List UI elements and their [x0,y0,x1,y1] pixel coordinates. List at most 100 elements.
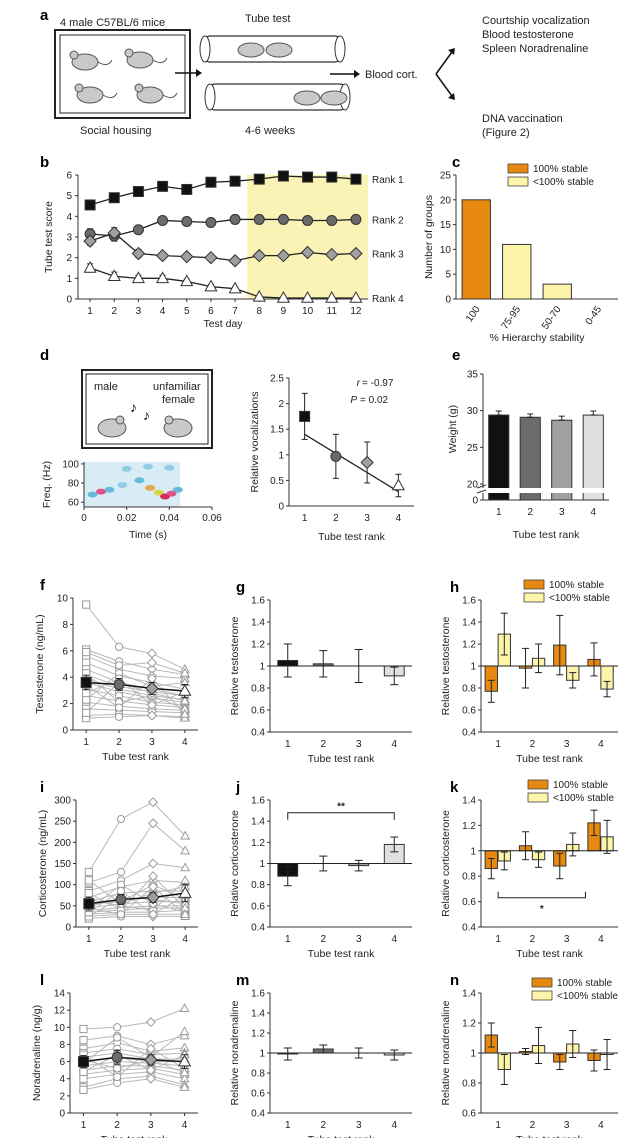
chart-f: f 0 2 4 6 8 10 Testosterone (ng/mL) Tube test ra… [34,577,198,763]
individual-line [88,822,186,884]
chart-d: 0 0.5 1 1.5 2 2.5 Relative vocalizations Tube t… [249,374,414,543]
x-axis-label: Tube test rank [318,531,385,543]
y-tick-label: 0.6 [251,1089,265,1100]
individual-point [82,600,91,609]
individual-point [79,1036,88,1045]
mean-point [144,1053,158,1067]
y-tick-label: 1 [470,1049,476,1060]
data-point [300,245,315,260]
inset-label-male: male [94,381,118,393]
individual-line [85,672,185,701]
x-tick-label: 7 [232,306,238,317]
individual-line [83,1065,185,1071]
spectrogram-energy [145,484,156,491]
x-tick-label: 4 [391,739,397,750]
individual-line [88,886,186,915]
series-label: Rank 1 [372,175,404,186]
outcome-bottom-2: (Figure 2) [482,127,530,139]
data-point [228,281,242,294]
y-tick-label: 2 [278,399,284,410]
data-point [277,170,289,182]
y-tick-label: 1.2 [462,821,476,832]
individual-line [85,655,185,680]
y-tick-label: 0.6 [251,706,265,717]
data-point [350,173,362,185]
housed-mice [69,48,178,104]
x-tick-label: 0 [81,513,87,524]
y-tick-label: 2 [66,253,72,264]
panel-g-label: g [236,579,245,596]
y-tick-label: 0.4 [251,923,265,934]
panel-l-label: l [40,972,44,989]
legend-label: <100% stable [557,991,618,1002]
x-tick-label: 3 [356,739,362,750]
spectrogram-energy [96,488,107,495]
x-axis-label: Tube test rank [516,948,583,960]
data-point [107,226,121,240]
x-tick-label: 1 [83,737,89,748]
x-tick-label: 2 [320,739,326,750]
x-tick-label: 4 [396,513,402,524]
x-tick-label: 1 [285,934,291,945]
data-point [180,274,194,287]
individual-line [83,1007,185,1030]
mouse-icon [124,48,168,69]
legend-label: <100% stable [533,177,594,188]
individual-point [146,648,157,659]
data-point [132,224,144,236]
x-axis-label: Tube test rank [513,529,580,541]
y-tick-label: 10 [54,1023,66,1034]
r-label: r [357,378,361,389]
mouse-icon [74,83,118,104]
mean-point [145,681,159,696]
data-point [157,180,169,192]
chart-i: i 0 50 100 150 200 250 300 Corticosterone (ng/mL… [37,779,198,960]
y-tick-label: 35 [467,370,479,381]
individual-group [82,648,190,677]
data-point [131,246,146,261]
x-tick-label: 2 [333,513,339,524]
panel-h-label: h [450,579,459,596]
mean-point [178,886,192,898]
individual-point [114,661,124,670]
arrow-blood-down [435,73,453,97]
y-tick-label: 1.2 [462,640,476,651]
data-point [107,269,121,282]
y-tick-label: 1 [66,274,72,285]
mean-point [146,890,160,905]
mean-line [86,681,185,692]
data-point [253,173,265,185]
legend-label: 100% stable [553,780,608,791]
y-tick-label: 2 [59,1091,65,1102]
individual-line [88,913,186,917]
y-tick-label: 1 [259,859,265,870]
individual-point [179,708,190,718]
y-axis-label: Weight (g) [447,405,459,453]
x-tick-label: 2 [111,306,117,317]
individual-point [148,858,159,869]
y-tick-label: 2.5 [270,374,284,385]
individual-line [88,884,186,913]
x-tick-label: 3 [356,1120,362,1131]
mean-line [83,1056,185,1063]
y-tick-label: 1.6 [462,596,476,607]
y-axis-label: Testosterone (ng/mL) [34,614,46,713]
y-axis-label: Relative noradrenaline [229,1000,241,1105]
legend-label: 100% stable [533,164,588,175]
legend-label: 100% stable [557,978,612,989]
x-axis-label: Time (s) [129,529,167,541]
x-tick-label: 4 [598,934,604,945]
p-value: = 0.02 [360,395,389,406]
spectrogram-energy [134,477,145,484]
y-tick-label: 0.4 [251,728,265,739]
individual-point [179,1026,190,1036]
series-label: Rank 2 [372,215,404,226]
legend-label: <100% stable [549,593,610,604]
x-tick-label: 75-95 [500,304,524,332]
y-tick-label: 1.2 [462,1019,476,1030]
data-point [132,186,144,198]
bar [461,199,491,300]
y-tick-label: 6 [62,646,68,657]
y-tick-label: 4 [59,1074,65,1085]
y-axis-label: Relative vocalizations [249,392,261,493]
